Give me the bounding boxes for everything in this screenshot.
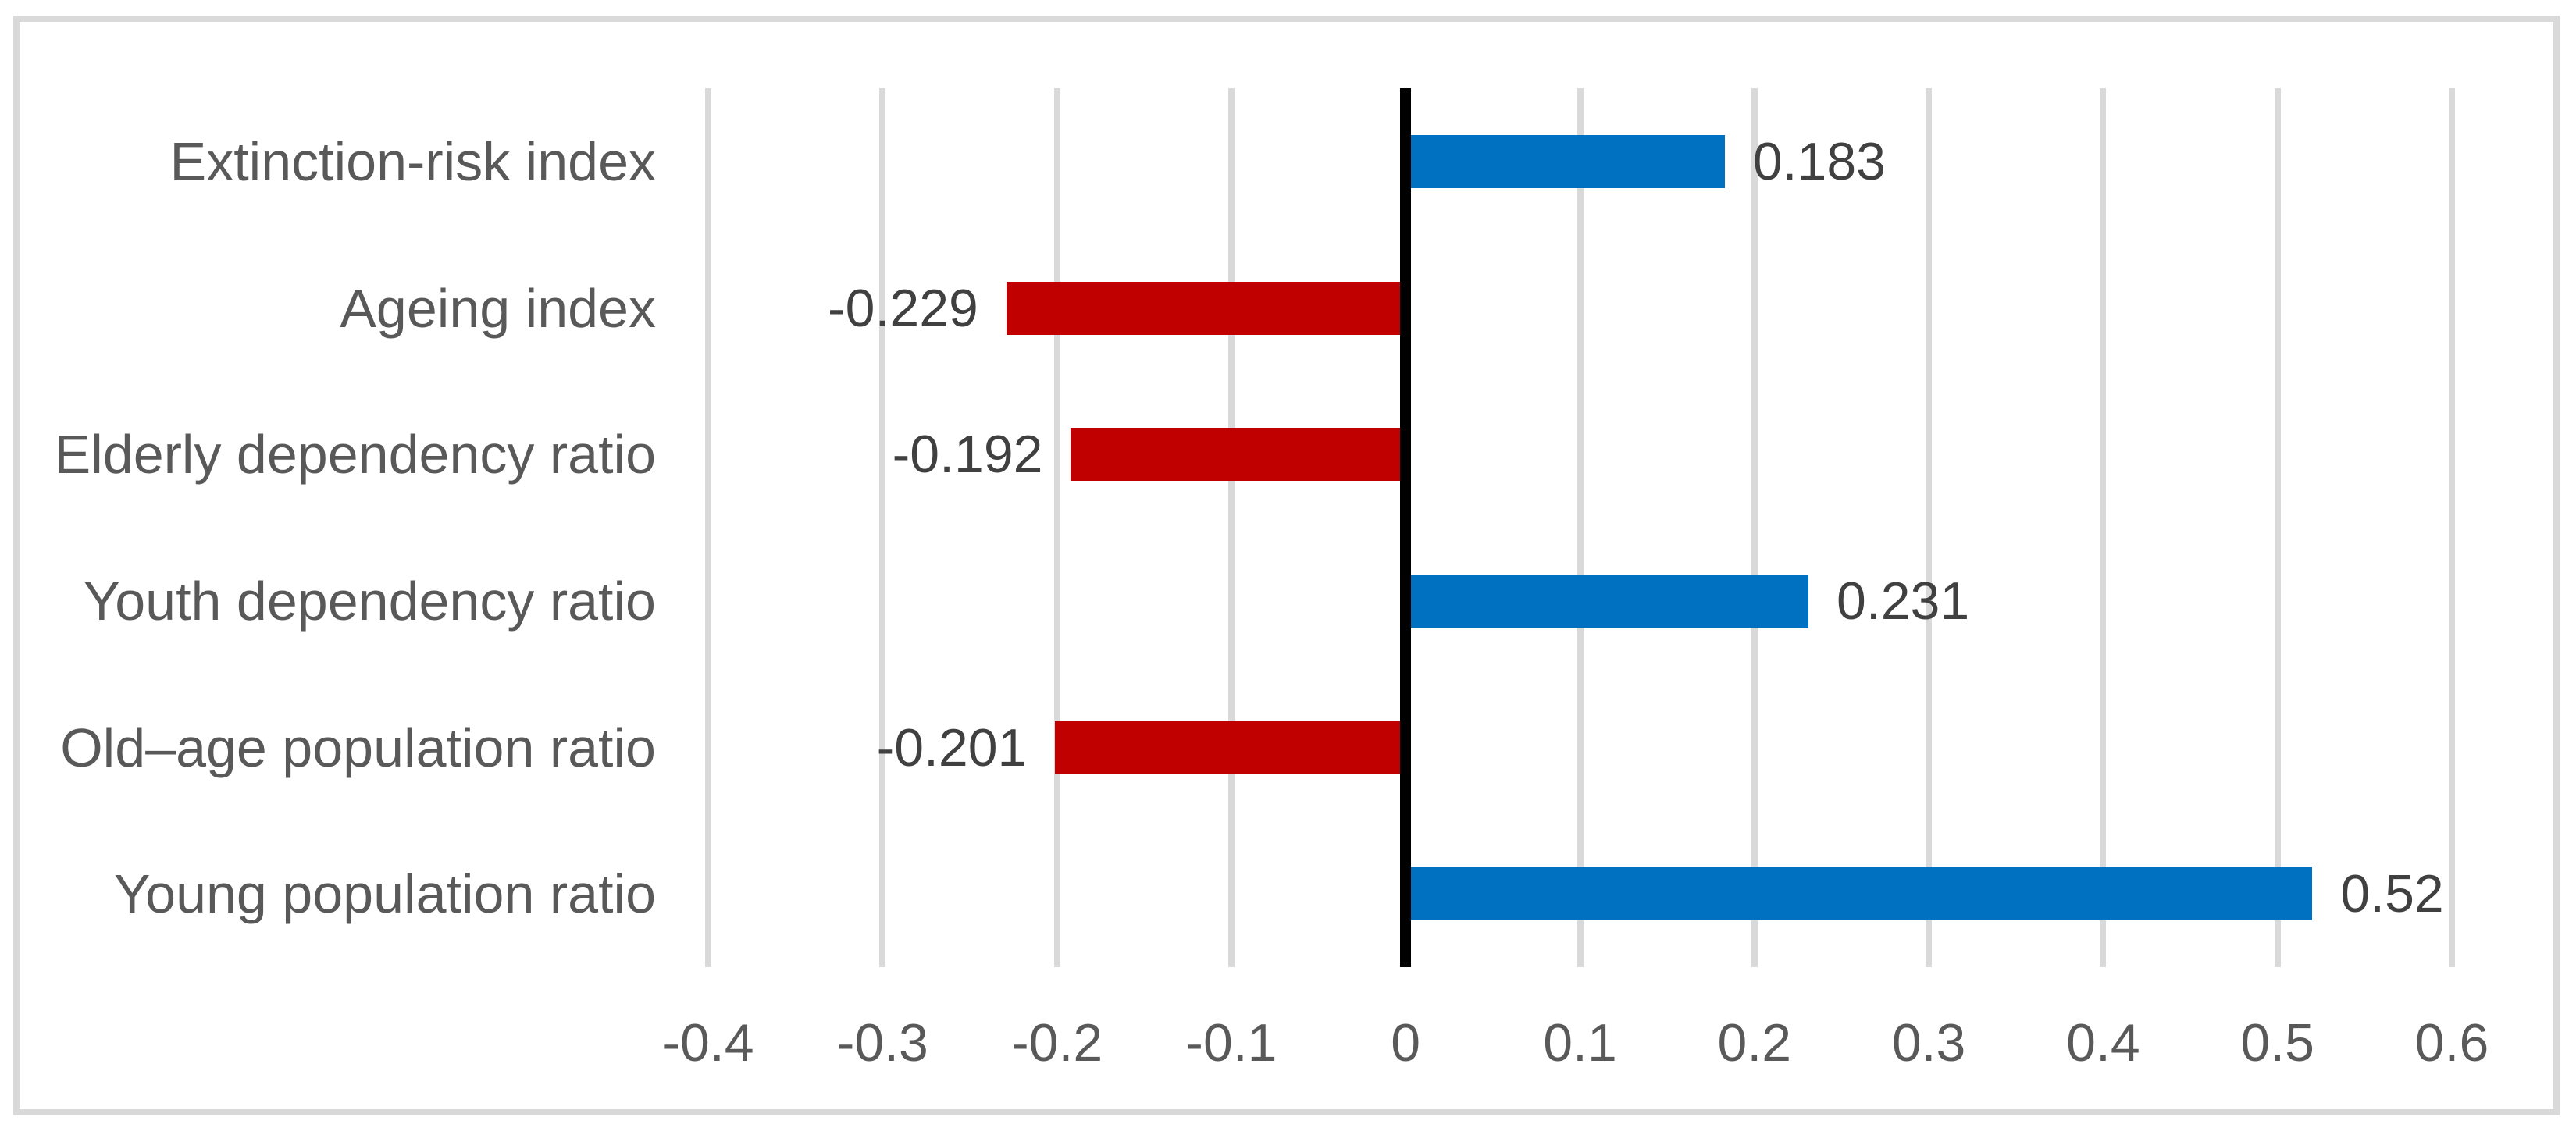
- x-tick-label: 0.6: [2414, 1013, 2489, 1073]
- data-label: -0.192: [892, 425, 1043, 485]
- bar-positive: [1406, 867, 2313, 921]
- gridline: [2449, 88, 2455, 967]
- x-tick-label: 0.3: [1891, 1013, 1966, 1073]
- gridline: [1926, 88, 1933, 967]
- gridline: [2274, 88, 2281, 967]
- data-label: 0.52: [2340, 864, 2444, 924]
- x-tick-label: -0.3: [836, 1013, 928, 1073]
- bar-negative: [1071, 428, 1406, 482]
- category-label: Elderly dependency ratio: [54, 424, 656, 486]
- x-tick-label: -0.4: [662, 1013, 754, 1073]
- x-tick-label: 0.4: [2066, 1013, 2140, 1073]
- gridline: [879, 88, 886, 967]
- bar-positive: [1406, 134, 1725, 188]
- x-tick-label: 0: [1391, 1013, 1421, 1073]
- category-label: Youth dependency ratio: [83, 570, 656, 632]
- bar-negative: [1006, 281, 1406, 335]
- x-tick-label: 0.1: [1543, 1013, 1617, 1073]
- data-label: 0.183: [1752, 131, 1886, 191]
- gridline: [2100, 88, 2107, 967]
- gridline: [1227, 88, 1235, 967]
- gridline: [705, 88, 711, 967]
- chart-border: [13, 16, 2560, 1115]
- x-tick-label: 0.5: [2240, 1013, 2314, 1073]
- bar-negative: [1055, 720, 1406, 774]
- x-tick-label: -0.2: [1011, 1013, 1103, 1073]
- gridline: [1577, 88, 1584, 967]
- category-label: Old–age population ratio: [60, 717, 656, 778]
- gridline: [1751, 88, 1758, 967]
- category-label: Extinction-risk index: [169, 130, 656, 192]
- data-label: 0.231: [1837, 571, 1970, 631]
- data-label: -0.201: [876, 717, 1028, 777]
- data-label: -0.229: [828, 278, 978, 338]
- zero-axis-line: [1400, 88, 1412, 967]
- bar-positive: [1406, 574, 1808, 628]
- gridline: [1053, 88, 1060, 967]
- category-label: Young population ratio: [113, 863, 656, 925]
- x-tick-label: 0.2: [1717, 1013, 1792, 1073]
- category-label: Ageing index: [340, 277, 656, 339]
- x-tick-label: -0.1: [1185, 1013, 1277, 1073]
